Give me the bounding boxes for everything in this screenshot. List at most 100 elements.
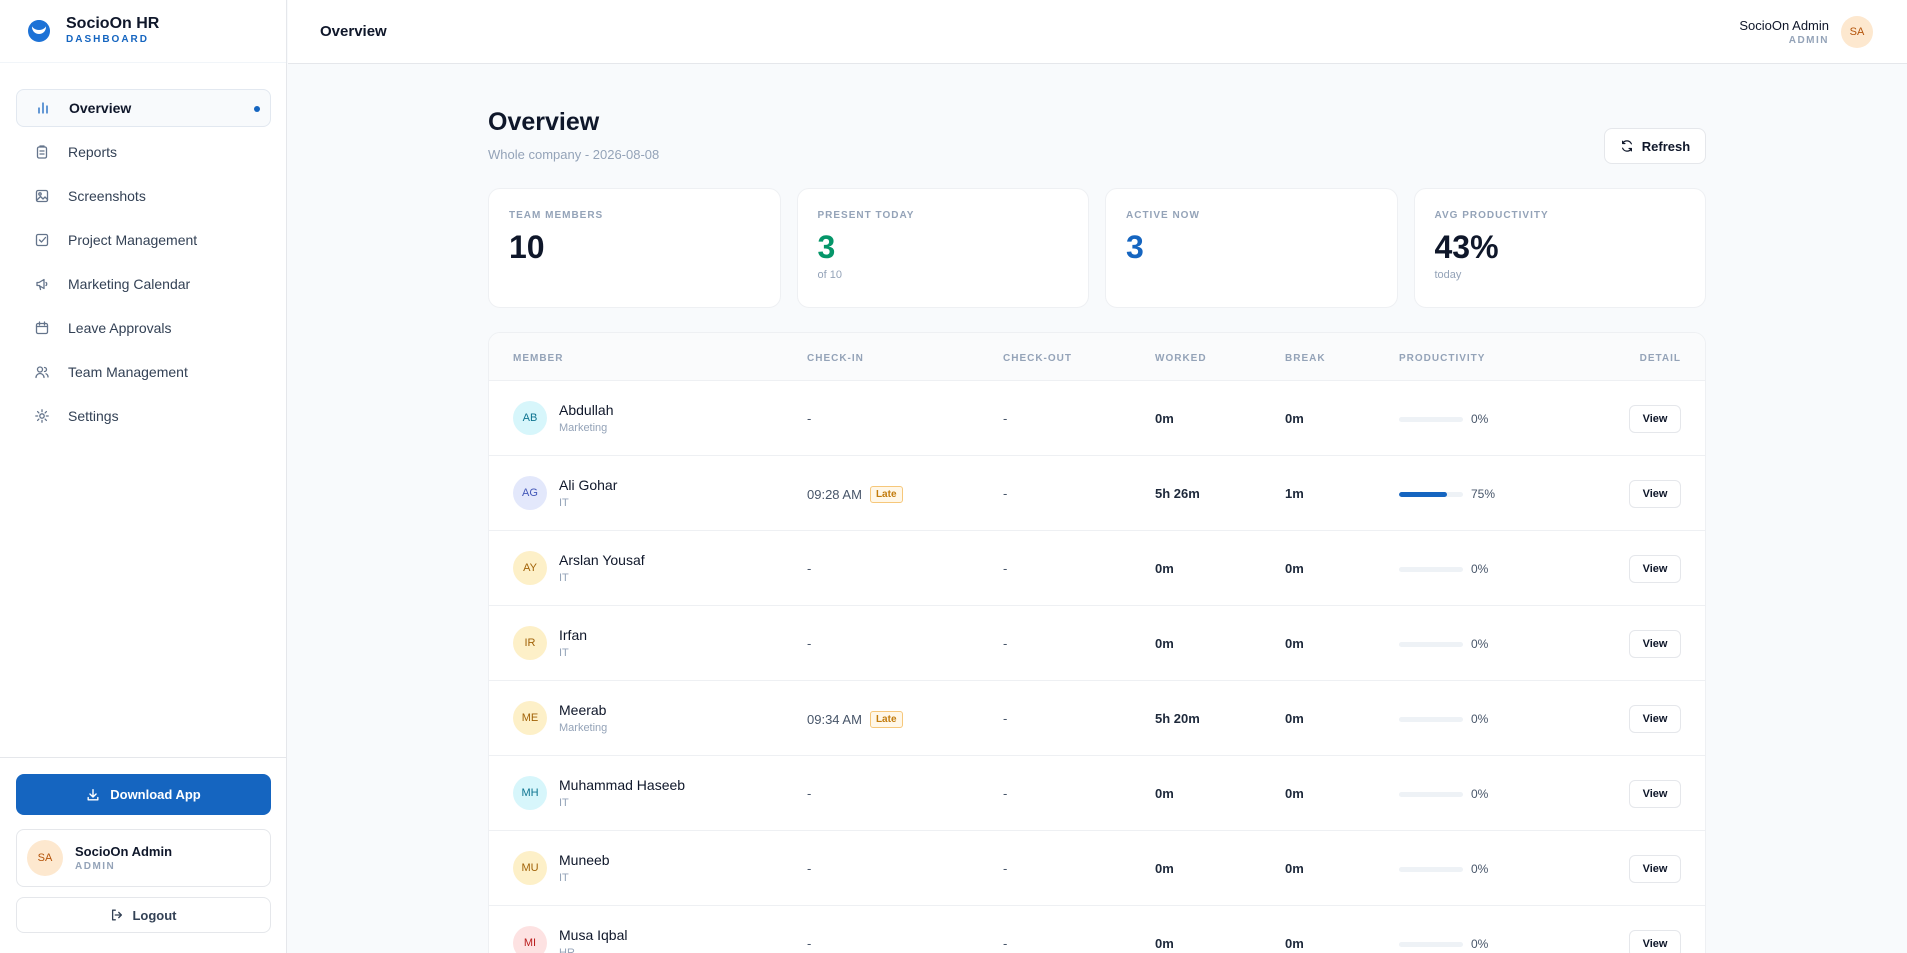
member-cell: MU Muneeb IT <box>513 851 610 885</box>
brand-subtitle: DASHBOARD <box>66 34 149 45</box>
stat-label: PRESENT TODAY <box>817 210 915 221</box>
logout-button[interactable]: Logout <box>16 897 271 933</box>
member-dept: IT <box>559 872 569 884</box>
avatar: SA <box>27 840 63 876</box>
col-detail: DETAIL <box>1639 353 1681 364</box>
sidebar-item-reports[interactable]: Reports <box>16 133 271 171</box>
table-row: AY Arslan Yousaf IT - - 0m 0m 0% View <box>489 531 1705 606</box>
productivity-cell: 0% <box>1399 787 1488 801</box>
member-avatar: ME <box>513 701 547 735</box>
worked-cell: 0m <box>1155 636 1174 651</box>
attendance-table: MEMBER CHECK-IN CHECK-OUT WORKED BREAK P… <box>488 332 1706 953</box>
view-button[interactable]: View <box>1629 405 1681 433</box>
checkout-cell: - <box>1003 486 1008 501</box>
sidebar-item-overview[interactable]: Overview <box>16 89 271 127</box>
bar-chart-icon <box>35 100 51 116</box>
late-badge: Late <box>869 711 903 728</box>
view-button[interactable]: View <box>1629 855 1681 883</box>
view-button[interactable]: View <box>1629 930 1681 953</box>
table-body: AB Abdullah Marketing - - 0m 0m 0% View AG Ali Goh… <box>489 381 1705 953</box>
view-button[interactable]: View <box>1629 780 1681 808</box>
stat-value: 3 <box>817 229 836 265</box>
break-cell: 0m <box>1285 561 1304 576</box>
user-card[interactable]: SA SocioOn Admin ADMIN <box>16 829 271 887</box>
member-dept: IT <box>559 647 569 659</box>
checkin-cell: 09:34 AM Late <box>807 711 903 728</box>
checkin-time: 09:28 AM <box>807 487 862 502</box>
checkin-time: - <box>807 636 812 651</box>
brand[interactable]: SocioOn HR DASHBOARD <box>0 0 286 63</box>
view-button[interactable]: View <box>1629 630 1681 658</box>
checkin-time: - <box>807 411 812 426</box>
refresh-button[interactable]: Refresh <box>1604 128 1706 164</box>
productivity-bar <box>1399 941 1463 947</box>
sidebar-item-label: Overview <box>69 100 132 116</box>
checkout-cell: - <box>1003 561 1008 576</box>
checkin-time: 09:34 AM <box>807 712 862 727</box>
sidebar-item-project-management[interactable]: Project Management <box>16 221 271 259</box>
break-cell: 0m <box>1285 411 1304 426</box>
header-user-menu[interactable]: SocioOn Admin ADMIN SA <box>1739 16 1873 48</box>
sidebar-item-team-management[interactable]: Team Management <box>16 353 271 391</box>
stat-value: 3 <box>1126 229 1144 265</box>
table-header: MEMBER CHECK-IN CHECK-OUT WORKED BREAK P… <box>489 333 1705 381</box>
member-dept: IT <box>559 797 569 809</box>
table-row: IR Irfan IT - - 0m 0m 0% View <box>489 606 1705 681</box>
active-indicator <box>254 106 260 112</box>
member-avatar: MU <box>513 851 547 885</box>
productivity-cell: 0% <box>1399 937 1488 951</box>
page-title: Overview <box>488 108 600 136</box>
view-button[interactable]: View <box>1629 555 1681 583</box>
checkout-cell: - <box>1003 936 1008 951</box>
checkin-cell: - <box>807 861 811 876</box>
col-productivity: PRODUCTIVITY <box>1399 353 1486 364</box>
table-row: AG Ali Gohar IT 09:28 AM Late - 5h 26m 1m 75% Vie… <box>489 456 1705 531</box>
productivity-percent: 0% <box>1471 937 1489 951</box>
sidebar-footer: Download App SA SocioOn Admin ADMIN Logo… <box>0 757 287 953</box>
productivity-bar <box>1399 566 1463 572</box>
stat-card-team-members: TEAM MEMBERS 10 <box>488 188 781 308</box>
checkout-cell: - <box>1003 786 1008 801</box>
stat-sub: of 10 <box>817 269 842 281</box>
productivity-percent: 0% <box>1471 862 1489 876</box>
member-avatar: MH <box>513 776 547 810</box>
break-cell: 0m <box>1285 711 1304 726</box>
stat-value: 43% <box>1434 229 1499 265</box>
checkin-cell: - <box>807 936 811 951</box>
worked-cell: 5h 26m <box>1155 486 1200 501</box>
sidebar-item-marketing-calendar[interactable]: Marketing Calendar <box>16 265 271 303</box>
member-avatar: MI <box>513 926 547 953</box>
download-app-button[interactable]: Download App <box>16 774 271 815</box>
member-dept: IT <box>559 497 569 509</box>
stat-label: ACTIVE NOW <box>1126 210 1200 221</box>
sidebar-item-settings[interactable]: Settings <box>16 397 271 435</box>
worked-cell: 5h 20m <box>1155 711 1200 726</box>
checkin-cell: - <box>807 636 811 651</box>
sidebar-item-label: Marketing Calendar <box>68 276 191 292</box>
member-name: Meerab <box>559 702 607 718</box>
user-name: SocioOn Admin <box>75 844 173 859</box>
col-checkin: CHECK-IN <box>807 353 864 364</box>
view-button[interactable]: View <box>1629 480 1681 508</box>
image-icon <box>34 188 50 204</box>
calendar-icon <box>34 320 50 336</box>
member-cell: AB Abdullah Marketing <box>513 401 614 435</box>
view-button[interactable]: View <box>1629 705 1681 733</box>
col-member: MEMBER <box>513 353 564 364</box>
sidebar-item-leave-approvals[interactable]: Leave Approvals <box>16 309 271 347</box>
break-cell: 0m <box>1285 786 1304 801</box>
col-checkout: CHECK-OUT <box>1003 353 1072 364</box>
productivity-percent: 0% <box>1471 787 1489 801</box>
member-avatar: AG <box>513 476 547 510</box>
refresh-icon <box>1621 140 1632 152</box>
productivity-cell: 0% <box>1399 637 1488 651</box>
brand-logo-icon <box>28 20 50 42</box>
break-cell: 1m <box>1285 486 1304 501</box>
user-group-icon <box>34 364 50 380</box>
sidebar-item-label: Settings <box>68 408 119 424</box>
col-worked: WORKED <box>1155 353 1207 364</box>
sidebar-item-label: Team Management <box>68 364 188 380</box>
sidebar-item-screenshots[interactable]: Screenshots <box>16 177 271 215</box>
logout-label: Logout <box>132 907 177 923</box>
checkout-cell: - <box>1003 861 1008 876</box>
